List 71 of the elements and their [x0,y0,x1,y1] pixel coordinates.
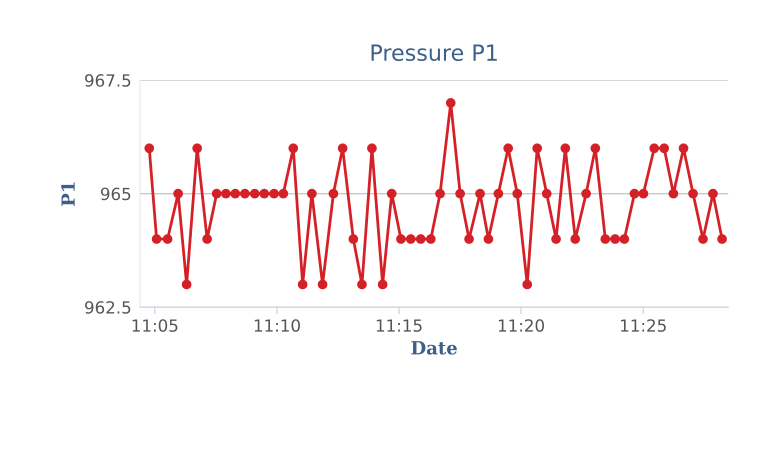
point [357,280,367,290]
x-tick-label: 11:20 [498,319,544,332]
point [406,234,416,244]
point [152,234,162,244]
point [250,188,260,199]
point [570,234,580,244]
chart-title: Pressure P1 [372,44,497,62]
point [288,143,298,154]
point [144,143,154,154]
point [464,234,474,244]
point [212,188,222,199]
point [590,143,600,154]
point [649,143,660,154]
point [446,98,456,108]
point [638,188,648,199]
point [396,234,406,244]
point [630,188,640,199]
point [278,188,288,199]
point [659,143,670,154]
point [455,188,465,199]
point [532,143,542,154]
point [512,188,522,199]
point [230,188,240,199]
point [173,188,183,199]
point [435,188,445,199]
point [378,280,388,290]
point [298,280,308,290]
point [348,234,358,244]
point [192,143,202,154]
point [494,188,504,199]
point [240,188,250,199]
point [698,234,708,244]
point [551,234,561,244]
x-tick-label: 11:05 [132,319,178,332]
point [386,188,397,199]
point [221,188,231,199]
y-tick-label: 967.5 [85,74,130,87]
point [503,143,514,154]
point [708,188,718,199]
point [367,143,377,154]
point [610,234,620,244]
x-tick-label: 11:25 [621,319,666,332]
point [668,188,678,199]
point [688,188,698,199]
point [259,188,270,199]
point [269,188,279,199]
point [560,143,570,154]
point [426,234,436,244]
point [307,188,317,199]
point [328,188,338,199]
point [475,188,485,199]
point [162,234,172,244]
point [600,234,610,244]
point [678,143,688,154]
point [717,234,727,244]
point [542,188,552,199]
point [484,234,494,244]
point [522,280,532,290]
point [581,188,591,199]
x-tick-label: 11:10 [254,319,300,332]
y-axis-title: P1 [61,182,75,206]
point [202,234,212,244]
x-axis-title: Date [411,341,457,355]
point [318,280,328,290]
y-tick-label: 962.5 [85,301,130,314]
point [416,234,426,244]
x-tick-label: 11:15 [376,319,422,332]
y-tick-label: 965 [100,188,130,200]
point [619,234,630,244]
point [338,143,348,154]
point [182,280,192,290]
